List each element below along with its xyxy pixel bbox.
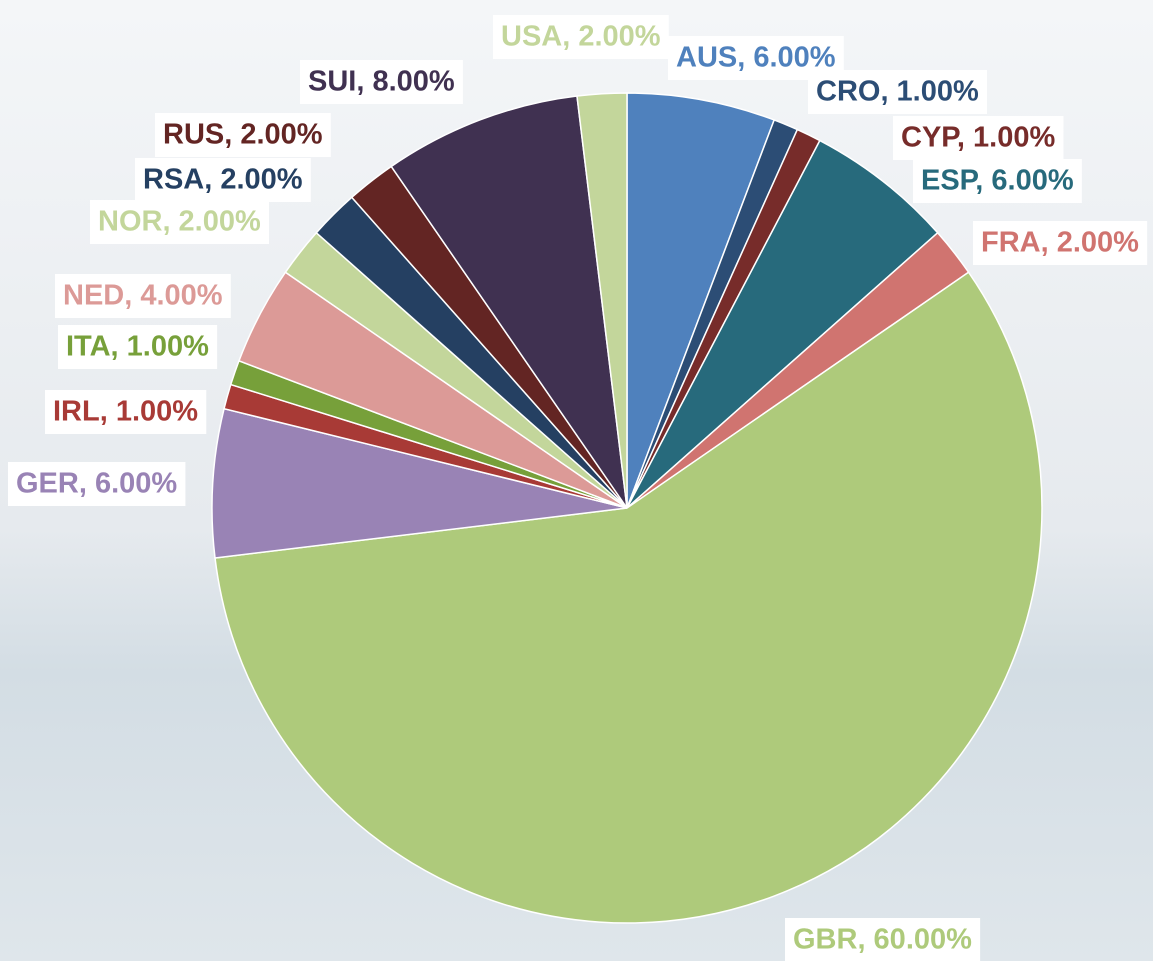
data-label: IRL, 1.00% [53, 396, 198, 428]
data-label: USA, 2.00% [501, 21, 661, 53]
data-label: GBR, 60.00% [793, 924, 972, 956]
data-label: CRO, 1.00% [816, 76, 979, 108]
chart: AUS, 6.00%CRO, 1.00% CYP, 1.00% ESP, 6.00%… [0, 0, 1153, 961]
page: {"chart_data": {"type": "pie", "values":… [0, 0, 1153, 961]
data-label: ESP, 6.00% [921, 165, 1074, 197]
data-label: ITA, 1.00% [66, 331, 209, 363]
pie [212, 93, 1042, 923]
data-label: FRA, 2.00% [981, 227, 1139, 259]
data-label: NED, 4.00% [63, 280, 223, 312]
data-label: GER, 6.00% [16, 468, 177, 500]
data-label: AUS, 6.00% [676, 42, 836, 74]
data-label: CYP, 1.00% [901, 122, 1055, 154]
data-label: NOR, 2.00% [98, 206, 261, 238]
data-label: RUS, 2.00% [163, 119, 323, 151]
data-label: RSA, 2.00% [143, 164, 303, 196]
data-label: SUI, 8.00% [308, 66, 455, 98]
